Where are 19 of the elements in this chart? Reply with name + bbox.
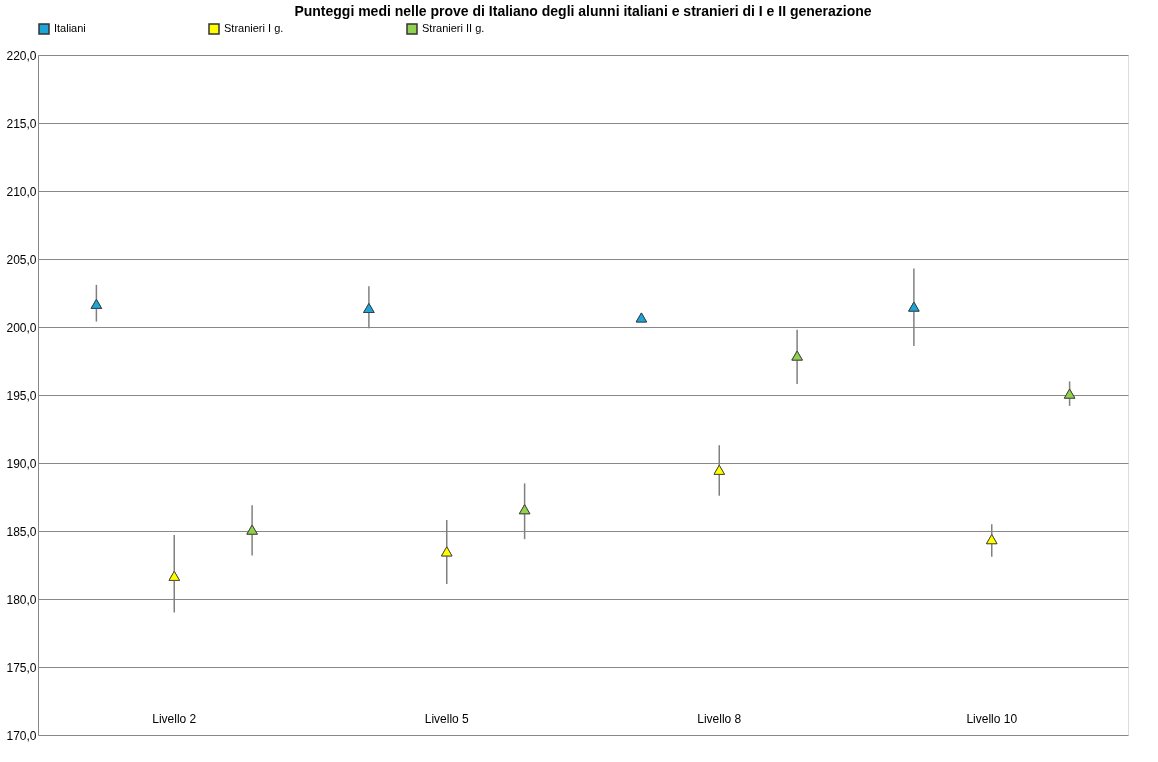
x-tick-label: Livello 5 [424, 711, 470, 726]
y-tick-label: 215,0 [6, 116, 37, 131]
legend-label: Stranieri I g. [224, 22, 284, 34]
y-tick-label: 220,0 [6, 48, 37, 63]
legend-label: Italiani [54, 22, 86, 34]
x-tick-label: Livello 2 [152, 711, 197, 726]
y-tick-label: 195,0 [6, 388, 37, 403]
y-tick-label: 170,0 [6, 728, 37, 743]
x-tick-label: Livello 10 [966, 711, 1018, 726]
y-tick-label: 205,0 [6, 252, 37, 267]
y-tick-label: 180,0 [6, 592, 37, 607]
x-tick-label: Livello 8 [697, 711, 742, 726]
y-tick-label: 185,0 [6, 524, 37, 539]
y-tick-label: 200,0 [6, 320, 37, 335]
y-tick-label: 175,0 [6, 660, 37, 675]
legend-label: Stranieri II g. [422, 22, 485, 34]
chart-title: Punteggi medi nelle prove di Italiano degli alunni italiani e stranieri di I e II generazione [294, 3, 872, 19]
y-tick-label: 210,0 [6, 184, 37, 199]
y-tick-label: 190,0 [6, 456, 37, 471]
